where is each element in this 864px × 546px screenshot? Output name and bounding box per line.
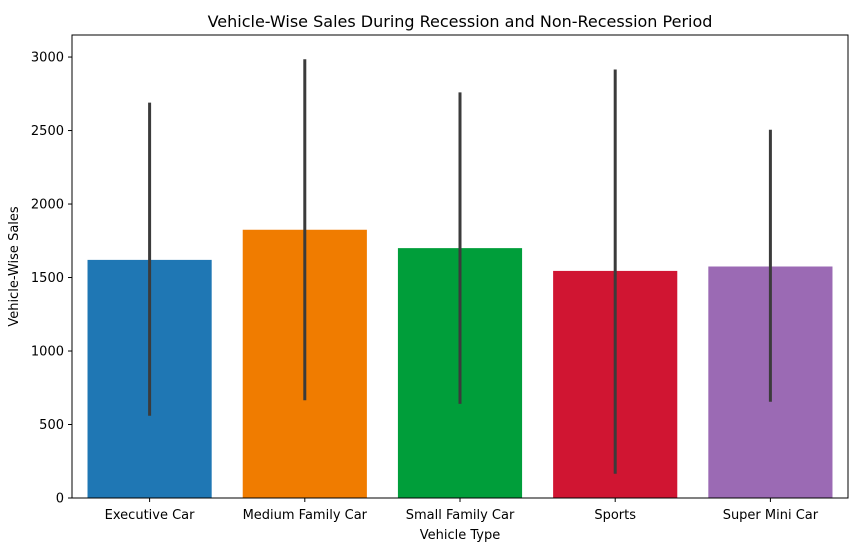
x-axis-ticks: Executive Car Medium Family Car Small Fami… bbox=[105, 498, 819, 523]
y-axis-ticks: 0 500 1000 1500 2000 2500 3000 bbox=[31, 51, 72, 507]
y-tick-label-0: 0 bbox=[56, 492, 64, 507]
x-tick-label-2: Medium Family Car bbox=[243, 508, 368, 523]
x-tick-label-1: Executive Car bbox=[105, 508, 195, 523]
x-tick-label-3: Small Family Car bbox=[406, 508, 515, 523]
y-tick-label-2: 1000 bbox=[31, 345, 64, 360]
x-axis-label: Vehicle Type bbox=[420, 528, 500, 543]
y-tick-label-1: 500 bbox=[39, 418, 64, 433]
y-tick-label-6: 3000 bbox=[31, 51, 64, 66]
chart-title: Vehicle-Wise Sales During Recession and … bbox=[208, 12, 713, 31]
x-tick-label-5: Super Mini Car bbox=[723, 508, 819, 523]
error-bars-layer bbox=[148, 59, 772, 474]
y-tick-label-4: 2000 bbox=[31, 198, 64, 213]
y-tick-label-5: 2500 bbox=[31, 124, 64, 139]
y-axis-label: Vehicle-Wise Sales bbox=[7, 206, 22, 327]
y-tick-label-3: 1500 bbox=[31, 271, 64, 286]
x-tick-label-4: Sports bbox=[594, 508, 636, 523]
